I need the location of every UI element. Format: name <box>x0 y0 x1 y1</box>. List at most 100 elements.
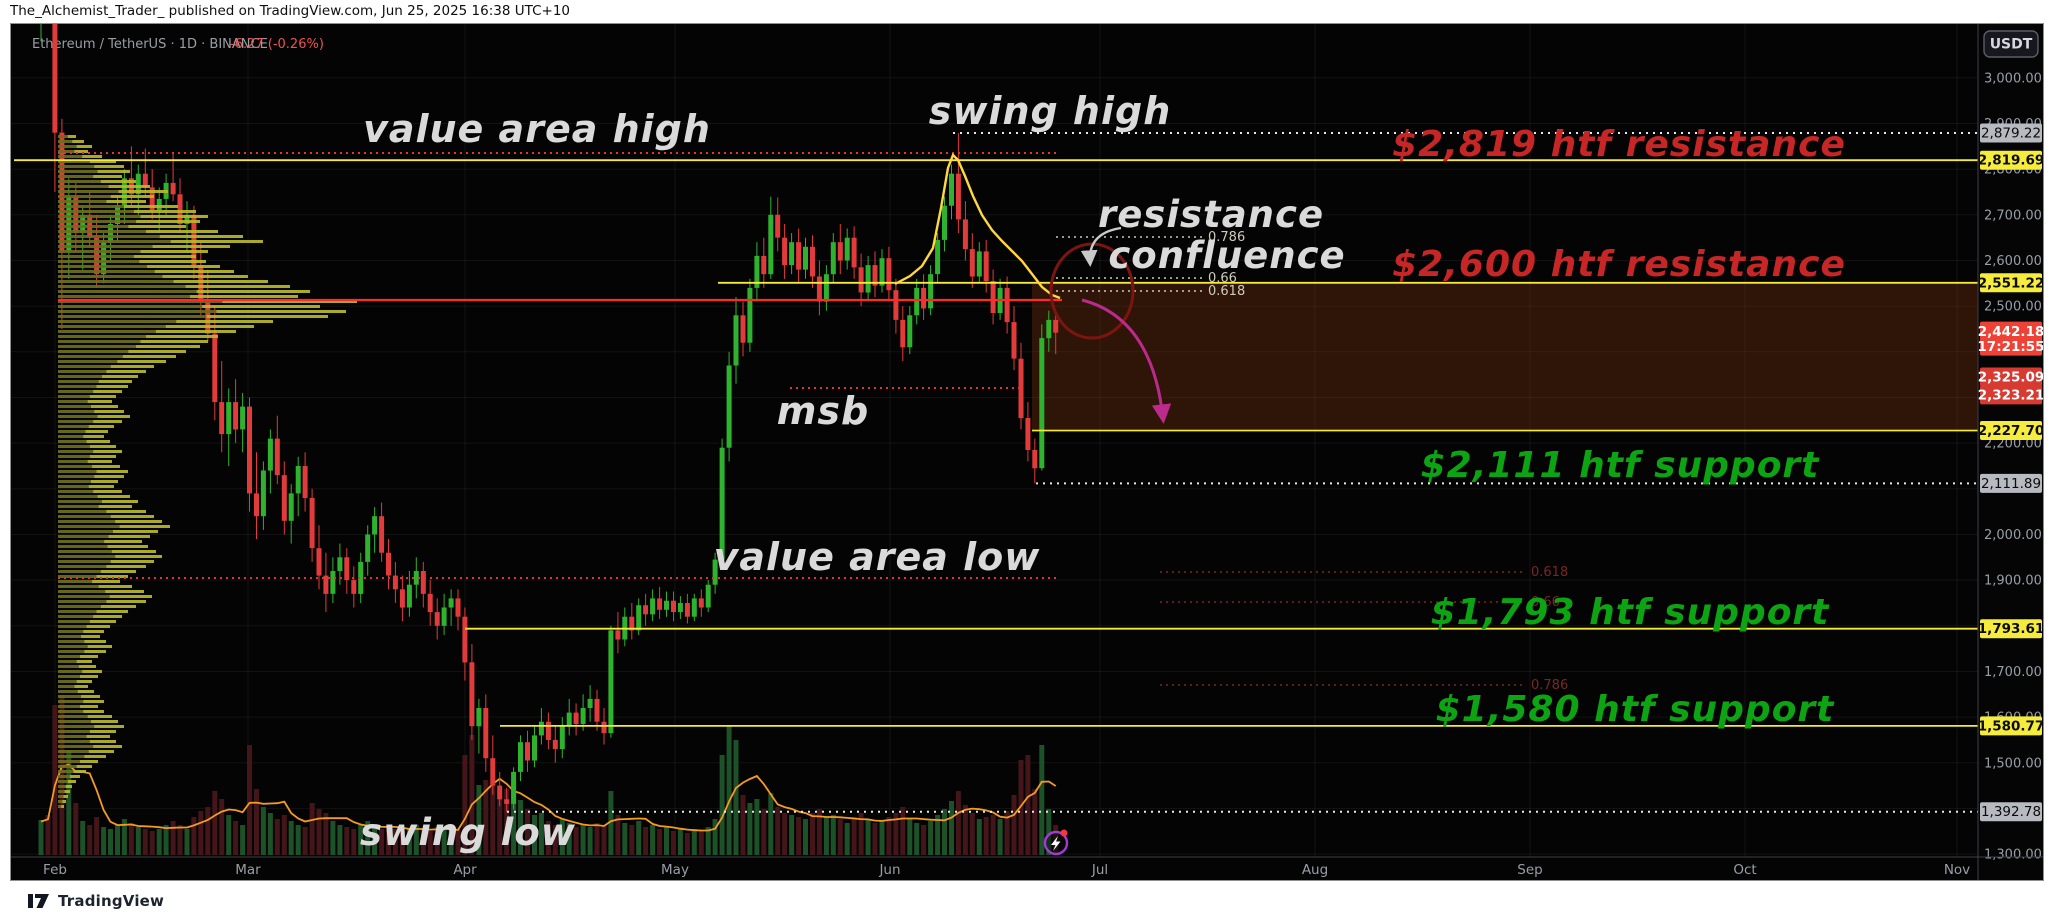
volume-bar <box>983 817 989 855</box>
candle-body <box>671 600 676 613</box>
volume-bar <box>455 829 461 855</box>
volume-bar <box>532 815 537 855</box>
volume-profile-row-inner <box>58 545 108 548</box>
projection-arrow-down[interactable] <box>1081 298 1172 424</box>
candle-body <box>865 265 871 293</box>
volume-profile-row-inner <box>58 360 118 363</box>
volume-bar <box>650 825 656 855</box>
currency-toggle-button[interactable]: USDT <box>1983 30 2039 58</box>
volume-bar <box>330 821 336 855</box>
volume-bar <box>677 829 683 855</box>
candle-body <box>288 493 294 521</box>
volume-bar <box>281 815 287 855</box>
price-chart[interactable]: Ethereum / TetherUS · 1D · BINANCE -6.27… <box>10 23 2045 881</box>
volume-profile-row-inner <box>58 280 174 283</box>
price-badge-bg <box>1980 321 2042 356</box>
resistance-arrow[interactable] <box>1080 226 1122 268</box>
candle-body <box>260 470 266 517</box>
volume-bar <box>851 817 857 855</box>
candle-body <box>664 600 669 610</box>
volume-profile-row-inner <box>58 430 86 433</box>
volume-profile-row-inner <box>58 550 112 553</box>
volume-profile-row-inner <box>58 525 120 528</box>
volume-profile-row-inner <box>58 315 207 318</box>
candle-body <box>184 214 190 224</box>
volume-profile-row-inner <box>58 380 99 383</box>
volume-bar <box>587 827 593 855</box>
volume-profile-row-inner <box>58 725 95 728</box>
candle-body <box>684 603 690 617</box>
annotation-msb: msb <box>777 389 869 433</box>
price-badge-bg <box>1980 716 2042 736</box>
volume-bar <box>490 785 496 855</box>
candle-body <box>823 274 829 302</box>
volume-bar <box>476 785 482 855</box>
volume-profile-row-inner <box>58 575 97 578</box>
month-label-nov: Nov <box>1944 862 1970 878</box>
attribution-text: The_Alchemist_Trader_ published on Tradi… <box>10 3 570 19</box>
price-badge-281969: 2,819.69 <box>1978 150 2044 170</box>
flash-icon[interactable] <box>1043 829 1069 856</box>
volume-profile-row-inner <box>58 630 84 633</box>
volume-profile-row-inner <box>58 680 77 683</box>
candle-body <box>935 239 941 275</box>
candle-body <box>267 438 273 471</box>
volume-bar <box>45 815 51 855</box>
volume-bar <box>921 825 927 855</box>
symbol-title[interactable]: Ethereum / TetherUS · 1D · BINANCE <box>32 37 268 52</box>
volume-bar <box>740 795 746 855</box>
candle-body <box>816 276 822 302</box>
volume-pane <box>38 695 1059 855</box>
footer-brand[interactable]: TradingView <box>28 888 164 914</box>
annotation-swing-high: swing high <box>929 89 1172 133</box>
price-badge-bg <box>1980 367 2042 387</box>
volume-profile-row-inner <box>58 285 186 288</box>
volume-bar <box>872 823 878 855</box>
volume-profile-row-inner <box>58 470 97 473</box>
volume-bar <box>976 819 982 855</box>
volume-profile-row-inner <box>58 205 124 208</box>
volume-profile-row-inner <box>58 565 107 568</box>
volume-profile-row-inner <box>58 760 80 763</box>
volume-bar <box>997 819 1003 855</box>
volume-bar <box>636 821 642 855</box>
chart-frame[interactable]: Ethereum / TetherUS · 1D · BINANCE -6.27… <box>10 23 2045 881</box>
volume-bar <box>942 809 947 855</box>
volume-bar <box>900 807 906 855</box>
candle-body <box>240 406 246 430</box>
volume-bar <box>601 825 607 855</box>
candle-body <box>608 630 614 734</box>
volume-bar <box>302 827 308 855</box>
candle-body <box>691 598 697 617</box>
volume-profile-row-inner <box>58 165 95 168</box>
candle-body <box>177 194 183 224</box>
volume-bar <box>726 725 732 855</box>
candle-body <box>677 603 683 613</box>
candle-body <box>198 265 204 302</box>
volume-bar <box>462 755 468 855</box>
candle-body <box>323 575 329 594</box>
volume-bar <box>990 815 996 855</box>
volume-profile-row-inner <box>58 200 107 203</box>
candle-body <box>893 290 899 320</box>
volume-profile <box>58 135 357 808</box>
candle-body <box>573 712 579 724</box>
fib-faint-label: 0.66 <box>1531 595 1560 610</box>
time-axis[interactable]: Feb Mar Apr May Jun Jul Aug Sep Oct Nov <box>10 856 2044 878</box>
candle-body <box>80 214 86 234</box>
candle-body <box>587 698 593 708</box>
price-badge-label: 1,793.61 <box>1978 621 2044 637</box>
lightning-bolt-icon <box>1051 836 1061 851</box>
candle-body <box>525 742 530 761</box>
candle-body <box>66 196 72 252</box>
volume-bar <box>664 827 669 855</box>
volume-profile-row-inner <box>58 475 95 478</box>
volume-profile-row-inner <box>58 265 148 268</box>
candle-body <box>254 493 259 517</box>
price-axis[interactable]: 3,000.002,900.002,800.002,700.002,600.00… <box>1977 23 2045 881</box>
volume-profile-row-inner <box>58 715 88 718</box>
volume-bar <box>149 831 155 855</box>
volume-profile-row-inner <box>58 365 111 368</box>
volume-profile-row-inner <box>58 660 77 663</box>
